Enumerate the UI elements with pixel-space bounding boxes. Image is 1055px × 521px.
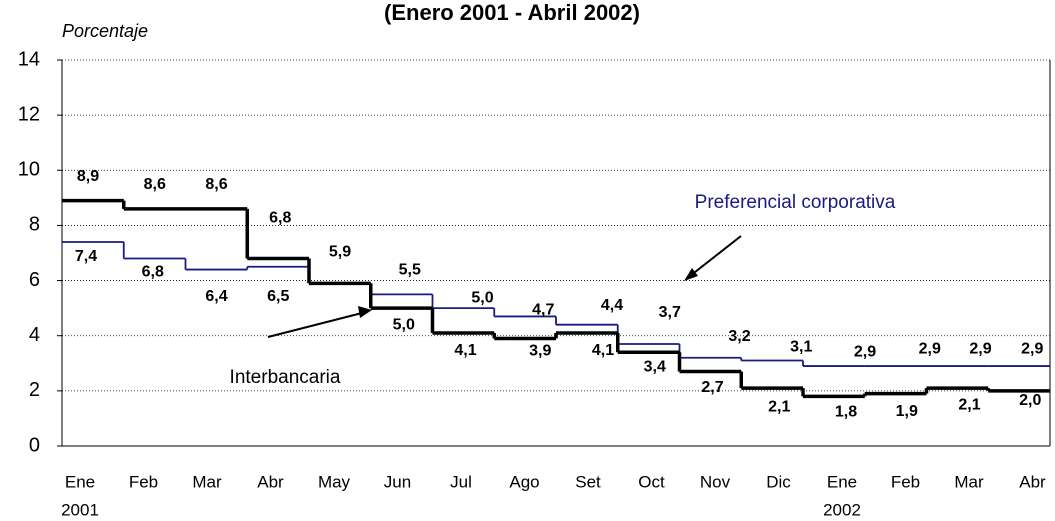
- x-tick-label: Mar: [192, 472, 222, 491]
- value-label: 2,9: [854, 343, 876, 360]
- x-tick-label: Feb: [891, 472, 920, 491]
- value-label: 2,9: [919, 340, 941, 357]
- x-tick-label: Feb: [129, 472, 158, 491]
- value-label: 6,8: [142, 264, 164, 281]
- value-label: 4,7: [532, 302, 554, 319]
- value-label: 2,7: [701, 379, 723, 396]
- x-tick-label: Mar: [954, 472, 984, 491]
- value-label: 2,9: [1021, 340, 1043, 357]
- y-tick-label: 2: [29, 379, 40, 401]
- y-tick-label: 6: [29, 269, 40, 291]
- value-label: 5,5: [399, 262, 421, 279]
- value-label: 2,1: [958, 396, 980, 413]
- x-tick-label: Dic: [766, 472, 791, 491]
- value-label: 3,2: [728, 328, 750, 345]
- y-tick-label: 4: [29, 324, 40, 346]
- x-tick-label: Nov: [700, 472, 731, 491]
- x-tick-label: Abr: [257, 472, 284, 491]
- value-label: 3,4: [644, 358, 666, 375]
- value-label: 2,0: [1019, 392, 1041, 409]
- value-label: 6,5: [267, 288, 289, 305]
- x-tick-label: Ago: [509, 472, 539, 491]
- x-tick-label: Ene: [827, 472, 857, 491]
- value-label: 3,1: [790, 339, 812, 356]
- y-tick-label: 14: [18, 48, 40, 70]
- x-tick-label: Oct: [638, 472, 665, 491]
- value-label: 8,9: [77, 168, 99, 185]
- value-label: 4,1: [592, 342, 614, 359]
- x-tick-label: Ene: [65, 472, 95, 491]
- value-label: 6,8: [269, 210, 291, 227]
- value-label: 3,7: [659, 304, 681, 321]
- x-tick-label: Jul: [450, 472, 472, 491]
- y-tick-label: 12: [18, 103, 40, 125]
- x-year-label: 2002: [823, 500, 861, 519]
- y-axis-label: Porcentaje: [62, 21, 148, 41]
- value-label: 5,9: [329, 244, 351, 261]
- y-tick-label: 10: [18, 159, 40, 181]
- value-label: 2,1: [768, 398, 790, 415]
- x-year-label: 2001: [61, 500, 99, 519]
- x-tick-label: Set: [575, 472, 601, 491]
- chart-title: (Enero 2001 - Abril 2002): [384, 0, 640, 25]
- series-annotation: Preferencial corporativa: [695, 192, 896, 213]
- value-label: 8,6: [205, 176, 227, 193]
- value-label: 4,4: [601, 297, 623, 314]
- annotation-arrow: [267, 312, 363, 338]
- annotation-arrow: [689, 235, 742, 277]
- value-label: 3,9: [529, 343, 551, 360]
- value-label: 1,9: [896, 403, 918, 420]
- series-annotation: Interbancaria: [230, 367, 341, 388]
- y-tick-label: 8: [29, 214, 40, 236]
- value-label: 8,6: [144, 176, 166, 193]
- value-label: 7,4: [75, 248, 97, 265]
- y-tick-label: 0: [29, 434, 40, 456]
- value-label: 6,4: [205, 288, 227, 305]
- x-tick-label: Abr: [1019, 472, 1046, 491]
- x-tick-label: Jun: [384, 472, 411, 491]
- value-label: 5,0: [471, 289, 493, 306]
- value-label: 2,9: [969, 340, 991, 357]
- value-label: 1,8: [835, 404, 857, 421]
- x-tick-label: May: [318, 472, 351, 491]
- value-label: 5,0: [393, 316, 415, 333]
- arrow-head: [358, 306, 372, 318]
- value-label: 4,1: [454, 342, 476, 359]
- arrow-head: [684, 268, 698, 281]
